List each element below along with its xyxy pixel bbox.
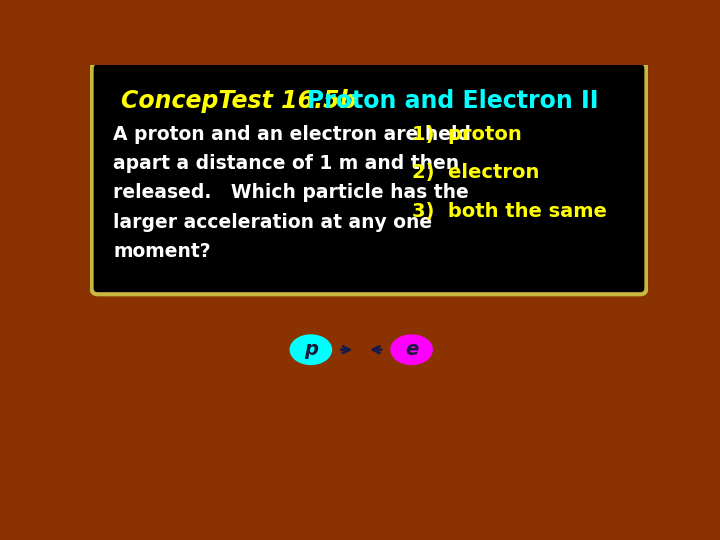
Text: apart a distance of 1 m and then: apart a distance of 1 m and then	[113, 154, 459, 173]
Text: 2)  electron: 2) electron	[412, 164, 539, 183]
Text: ConcepTest 16.5b: ConcepTest 16.5b	[121, 90, 356, 113]
Ellipse shape	[390, 334, 433, 365]
Text: e: e	[405, 340, 418, 359]
Text: 1)  proton: 1) proton	[412, 125, 521, 144]
Text: A proton and an electron are held: A proton and an electron are held	[113, 125, 472, 144]
FancyBboxPatch shape	[91, 63, 647, 294]
Text: Proton and Electron II: Proton and Electron II	[282, 90, 599, 113]
Text: released.   Which particle has the: released. Which particle has the	[113, 184, 469, 202]
Text: larger acceleration at any one: larger acceleration at any one	[113, 213, 433, 232]
Text: 3)  both the same: 3) both the same	[412, 202, 606, 221]
Ellipse shape	[289, 334, 332, 365]
Text: p: p	[304, 340, 318, 359]
Text: moment?: moment?	[113, 242, 211, 261]
